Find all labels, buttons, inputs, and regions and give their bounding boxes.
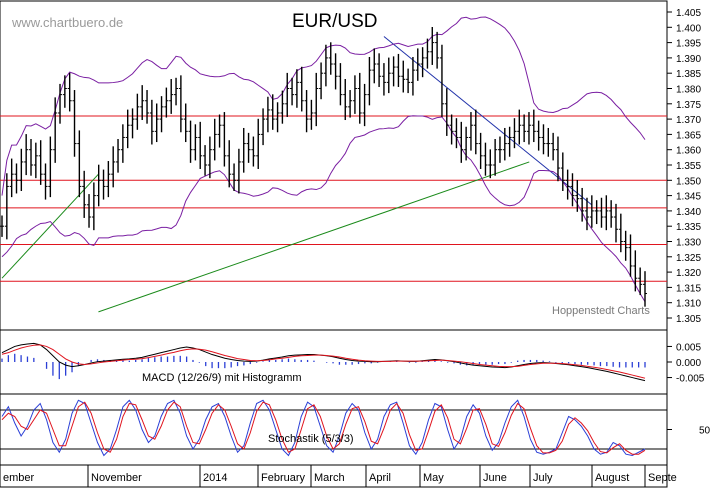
y-tick-label: 1.395: [676, 39, 701, 50]
y-tick-label: 1.380: [676, 85, 701, 96]
stochastic-lines: [0, 399, 667, 457]
credit-label: Hoppenstedt Charts: [552, 305, 650, 317]
trendline-uptrend-early: [1, 173, 99, 279]
y-tick-label: 1.325: [676, 253, 701, 264]
stoch-k-line: [1, 399, 646, 457]
x-axis-label: Septe: [648, 472, 677, 484]
x-axis-label: August: [595, 472, 629, 484]
bollinger-lower: [1, 115, 646, 303]
y-tick-label: 1.345: [676, 192, 701, 203]
y-tick-label: 1.370: [676, 115, 701, 126]
y-tick-label: 1.350: [676, 176, 701, 187]
y-tick-label: 1.310: [676, 299, 701, 310]
y-tick-label: 1.375: [676, 100, 701, 111]
watermark: www.chartbuero.de: [11, 15, 123, 30]
y-tick-label: 1.355: [676, 161, 701, 172]
macd-y-axis: 0.005 0.000 -0.005: [667, 342, 705, 385]
y-tick-label: 1.315: [676, 283, 701, 294]
y-tick-label: 1.320: [676, 268, 701, 279]
stoch-d-line: [1, 401, 646, 455]
x-axis-label: 2014: [203, 472, 227, 484]
bollinger-bands: [1, 16, 646, 303]
x-axis: ember November 2014 February March April May Ju…: [0, 465, 677, 487]
trendlines: [1, 36, 592, 313]
bollinger-upper: [1, 16, 646, 196]
x-axis-label: ember: [3, 472, 35, 484]
macd-tick-label: 0.005: [676, 342, 701, 353]
trendline-uptrend: [98, 161, 530, 313]
price-bars: [0, 26, 647, 307]
y-tick-label: 1.340: [676, 207, 701, 218]
horizontal-levels: [0, 115, 667, 282]
y-tick-label: 1.405: [676, 8, 701, 19]
x-axis-label: July: [533, 472, 553, 484]
x-axis-label: May: [423, 472, 444, 484]
macd-tick-label: 0.000: [676, 358, 701, 369]
x-axis-label: June: [483, 472, 507, 484]
stoch-tick-label: 50: [699, 426, 711, 437]
x-axis-label: March: [314, 472, 345, 484]
y-tick-label: 1.335: [676, 222, 701, 233]
macd-lines: [1, 342, 646, 382]
x-axis-frame: [0, 464, 668, 488]
stochastic-label: Stochastik (5/3/3): [268, 433, 354, 445]
chart-title: EUR/USD: [292, 11, 378, 32]
y-tick-label: 1.330: [676, 238, 701, 249]
x-axis-label: February: [261, 472, 306, 484]
y-tick-label: 1.305: [676, 314, 701, 325]
y-tick-label: 1.385: [676, 69, 701, 80]
y-tick-label: 1.390: [676, 54, 701, 65]
macd-signal-line: [1, 344, 646, 379]
macd-tick-label: -0.005: [676, 374, 705, 385]
x-axis-label: April: [369, 472, 391, 484]
stoch-y-axis: 50: [667, 426, 711, 437]
y-tick-label: 1.360: [676, 146, 701, 157]
y-tick-label: 1.365: [676, 130, 701, 141]
x-axis-label: November: [91, 472, 142, 484]
price-y-axis: 1.405 1.400 1.395 1.390 1.385 1.380 1.375 1.370…: [667, 8, 701, 325]
macd-label: MACD (12/26/9) mit Histogramm: [142, 372, 302, 384]
y-tick-label: 1.400: [676, 23, 701, 34]
trendline-downtrend: [383, 36, 592, 206]
